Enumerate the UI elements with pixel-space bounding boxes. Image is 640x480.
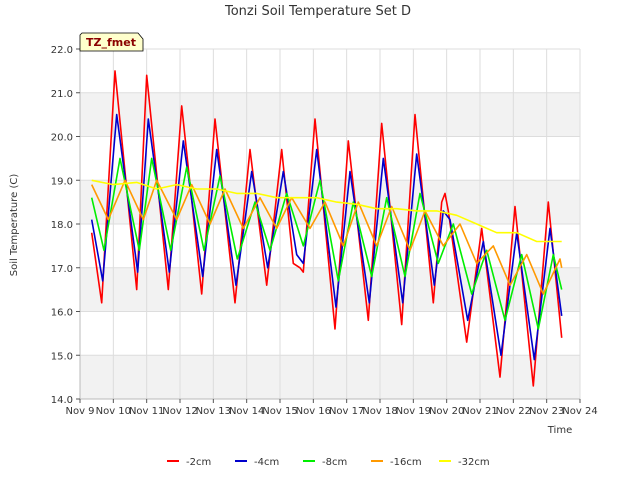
x-tick-label: Nov 19	[396, 406, 431, 417]
x-tick-label: Nov 13	[196, 406, 231, 417]
y-axis-label: Soil Temperature (C)	[9, 174, 20, 277]
x-axis-label: Time	[547, 425, 572, 436]
legend-label: -16cm	[390, 457, 422, 468]
legend-label: -32cm	[458, 457, 490, 468]
legend-label: -2cm	[186, 457, 211, 468]
y-tick-label: 15.0	[51, 351, 73, 362]
y-tick-label: 20.0	[51, 133, 73, 144]
y-tick-label: 14.0	[51, 395, 73, 406]
legend-label: -8cm	[322, 457, 347, 468]
series-line-16cm	[90, 179, 563, 295]
plot-band	[80, 92, 580, 137]
x-tick-label: Nov 10	[96, 406, 131, 417]
x-tick-label: Nov 16	[296, 406, 331, 417]
y-tick-label: 17.0	[51, 264, 73, 275]
x-tick-label: Nov 18	[362, 406, 397, 417]
x-tick-label: Nov 14	[229, 406, 264, 417]
x-tick-label: Nov 21	[462, 406, 497, 417]
y-tick-label: 21.0	[51, 89, 73, 100]
x-tick-label: Nov 11	[129, 406, 164, 417]
legend-label: -4cm	[254, 457, 279, 468]
y-tick-label: 19.0	[51, 176, 73, 187]
y-tick-label: 18.0	[51, 220, 73, 231]
chart-title: Tonzi Soil Temperature Set D	[224, 4, 411, 19]
badge: TZ_fmet	[79, 32, 144, 52]
series-line-32cm	[91, 179, 562, 243]
x-tick-label: Nov 22	[496, 406, 531, 417]
x-tick-label: Nov 12	[162, 406, 197, 417]
series-line-8cm	[90, 157, 563, 330]
x-tick-label: Nov 9	[65, 406, 94, 417]
legend: -2cm -4cm -8cm -16cm -32cm	[167, 457, 490, 468]
badge-box	[79, 32, 144, 52]
series-lines	[90, 70, 563, 387]
x-tick-label: Nov 20	[429, 406, 464, 417]
y-axis-ticks: 14.0 15.0 16.0 17.0 18.0 19.0 20.0 21.0 22.0	[51, 45, 80, 406]
x-tick-label: Nov 23	[529, 406, 564, 417]
x-tick-label: Nov 24	[562, 406, 597, 417]
plot-band	[80, 355, 580, 399]
y-tick-label: 16.0	[51, 308, 73, 319]
x-tick-label: Nov 15	[262, 406, 297, 417]
badge-label: TZ_fmet	[86, 36, 136, 49]
y-tick-label: 22.0	[51, 45, 73, 56]
x-tick-label: Nov 17	[329, 406, 364, 417]
series-line-4cm	[90, 113, 563, 361]
